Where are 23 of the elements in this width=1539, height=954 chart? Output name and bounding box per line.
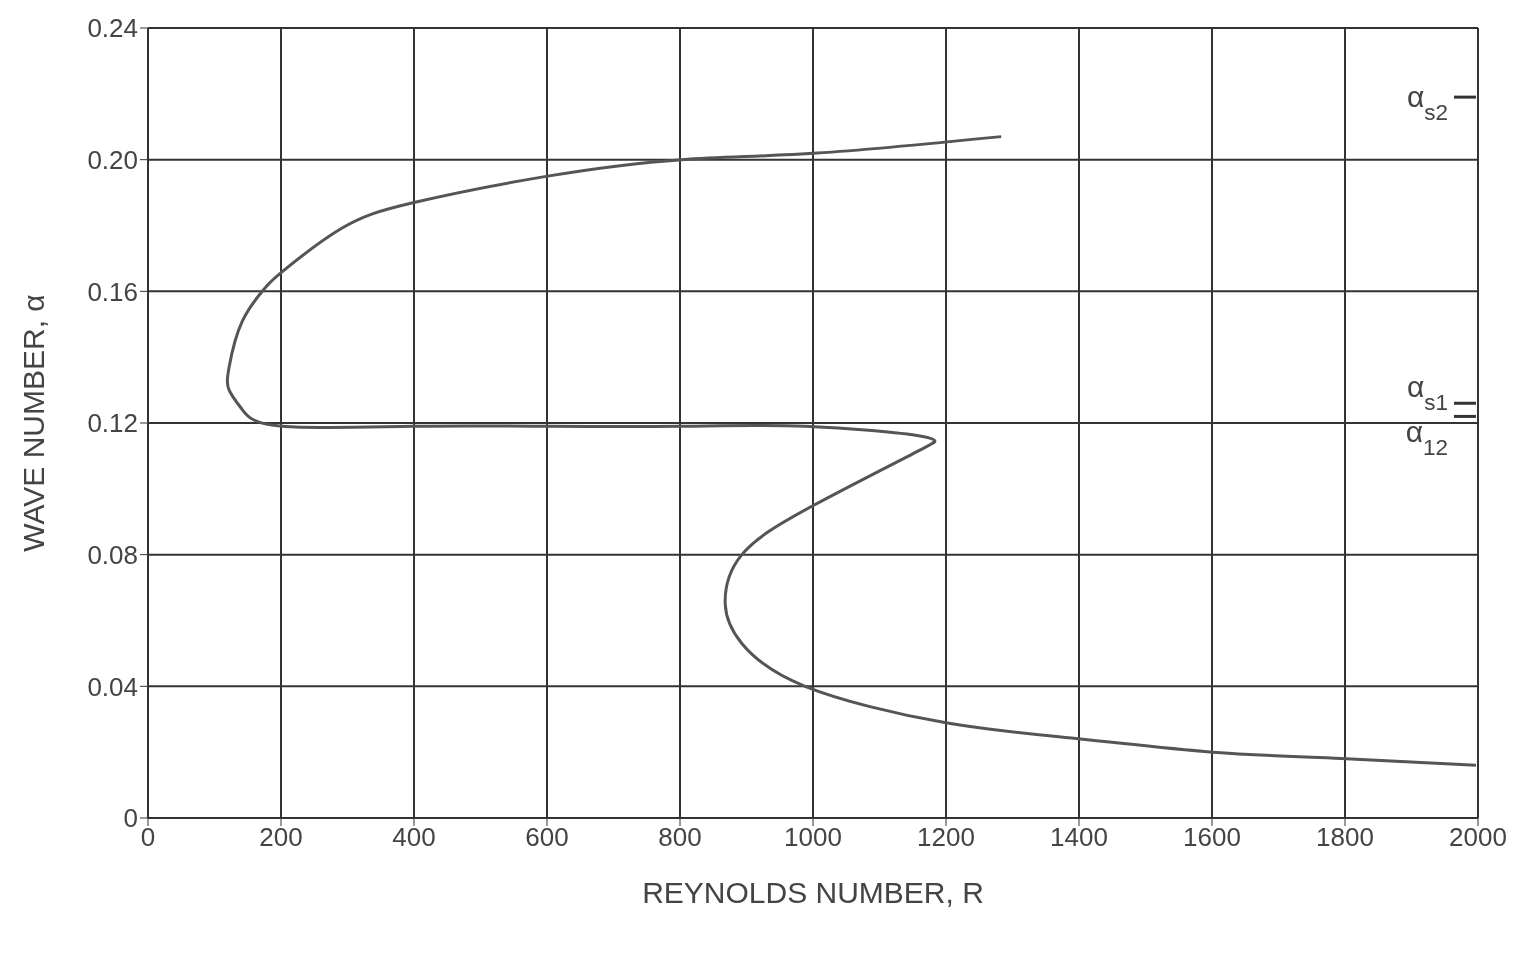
y-axis-title: WAVE NUMBER, α: [16, 294, 50, 552]
y-tick-label: 0.20: [87, 144, 138, 175]
x-tick-label: 800: [658, 822, 702, 853]
x-tick-label: 1200: [917, 822, 975, 853]
x-tick-label: 1400: [1050, 822, 1108, 853]
x-tick-label: 1600: [1183, 822, 1241, 853]
x-tick-label: 2000: [1449, 822, 1507, 853]
x-tick-label: 1800: [1316, 822, 1374, 853]
x-tick-label: 1000: [784, 822, 842, 853]
x-tick-label: 200: [259, 822, 303, 853]
y-tick-label: 0.24: [87, 13, 138, 44]
y-tick-label: 0.12: [87, 408, 138, 439]
y-tick-label: 0: [123, 803, 138, 834]
y-tick-label: 0.16: [87, 276, 138, 307]
ref-line-label: α$_{s2}$: [1406, 80, 1448, 125]
line-series: [226, 135, 1478, 767]
x-tick-label: 400: [392, 822, 436, 853]
ref-line-label: α$_{12}$: [1405, 415, 1448, 460]
x-tick-label: 600: [525, 822, 569, 853]
y-tick-label: 0.04: [87, 671, 138, 702]
y-tick-label: 0.08: [87, 539, 138, 570]
ref-line-label: α$_{s1}$: [1406, 370, 1448, 415]
x-axis-title: REYNOLDS NUMBER, R: [642, 876, 984, 909]
